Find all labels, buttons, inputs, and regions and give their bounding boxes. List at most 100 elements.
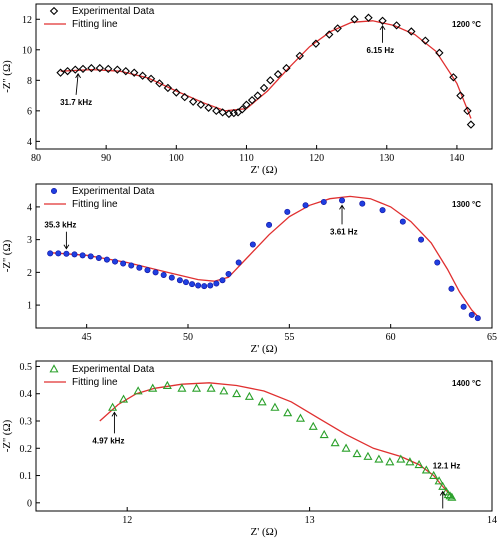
temperature-label: 1200 °C (452, 20, 481, 29)
data-point (363, 451, 373, 460)
y-axis-label: -Z'' (Ω) (1, 419, 13, 452)
frequency-annotation: 12.1 Hz (433, 461, 461, 470)
y-tick-label: 1 (27, 301, 32, 312)
data-point (374, 454, 384, 463)
x-tick-label: 110 (239, 153, 254, 164)
data-point (152, 269, 159, 276)
data-point (421, 465, 431, 474)
y-tick-label: 0 (27, 498, 32, 509)
data-point (385, 457, 395, 466)
x-tick-label: 130 (379, 153, 394, 164)
data-point (284, 208, 291, 215)
data-point (456, 91, 465, 100)
temperature-label: 1400 °C (452, 379, 481, 388)
y-tick-label: 4 (27, 202, 32, 213)
x-axis-label: Z' (Ω) (251, 164, 278, 176)
data-point (429, 470, 439, 479)
data-point (188, 97, 198, 106)
y-axis-label: -Z'' (Ω) (1, 60, 13, 93)
y-tick-label: 4 (27, 137, 32, 148)
y-tick-label: 10 (22, 45, 32, 56)
data-point (378, 16, 387, 25)
data-point (71, 251, 78, 258)
annotation-arrowhead (339, 204, 345, 210)
y-tick-label: 0.2 (20, 444, 33, 455)
x-tick-label: 55 (284, 332, 294, 343)
data-point (308, 421, 318, 430)
data-point (295, 413, 306, 422)
frequency-annotation: 6.15 Hz (367, 46, 395, 55)
data-point (235, 259, 242, 266)
data-point (130, 68, 139, 77)
data-point (364, 13, 373, 22)
data-point (191, 383, 202, 392)
data-point (325, 30, 334, 39)
data-point (120, 260, 127, 267)
x-tick-label: 140 (449, 153, 464, 164)
data-point (302, 202, 309, 209)
data-point (273, 70, 283, 79)
legend-experimental-label: Experimental Data (72, 364, 155, 375)
data-point (104, 64, 113, 74)
data-point (172, 88, 181, 97)
data-point (87, 253, 94, 260)
data-point (407, 27, 416, 36)
data-point (121, 66, 130, 76)
data-point (204, 103, 213, 112)
annotation-arrow (75, 73, 79, 95)
legend-fit-label: Fitting line (72, 199, 118, 210)
data-point (144, 267, 151, 274)
data-point (339, 197, 346, 204)
plot-frame (35, 3, 493, 150)
data-point (195, 282, 202, 289)
frequency-annotation: 3.61 Hz (330, 227, 358, 236)
data-point (146, 74, 156, 83)
plot-frame (35, 360, 493, 512)
data-point (474, 315, 481, 322)
data-point (138, 71, 147, 80)
x-axis-label: Z' (Ω) (251, 343, 278, 355)
annotation-arrowhead (439, 490, 446, 496)
data-point (219, 277, 226, 284)
data-point (460, 303, 467, 310)
data-point (438, 481, 448, 490)
data-point (247, 95, 257, 105)
data-point (448, 285, 455, 292)
y-tick-label: 12 (22, 15, 32, 26)
frequency-annotation: 4.97 kHz (92, 436, 124, 445)
data-point (350, 15, 359, 24)
legend-fit-label: Fitting line (72, 19, 118, 30)
frequency-annotation: 35.3 kHz (44, 221, 76, 230)
y-axis-label: -Z'' (Ω) (1, 239, 13, 272)
data-point (112, 258, 119, 265)
data-point (189, 281, 196, 288)
fitting-line (50, 195, 479, 317)
data-point (257, 397, 267, 406)
data-point (103, 256, 110, 263)
data-point (182, 279, 189, 286)
legend-marker (49, 6, 59, 16)
x-tick-label: 65 (487, 332, 497, 343)
legend-marker (49, 364, 59, 373)
panel-1300c: 45 50 55 60 65 1 2 3 4 Z' (Ω) -Z'' (Ω) Experimental… (1, 183, 497, 355)
panel-1200c: 80 90 100 110 120 130 140 4 6 8 10 12 Z' (Ω) -Z'' (Ω)… (1, 3, 493, 176)
data-point (242, 100, 251, 109)
data-point (133, 386, 143, 395)
x-tick-label: 120 (309, 153, 324, 164)
x-tick-label: 13 (305, 515, 315, 526)
data-point (160, 271, 167, 278)
annotation-arrowhead (379, 24, 386, 31)
y-tick-label: 6 (27, 106, 32, 117)
data-point (259, 83, 269, 93)
x-tick-label: 80 (31, 153, 41, 164)
legend-experimental-label: Experimental Data (72, 6, 155, 17)
frequency-annotation: 31.7 kHz (60, 98, 92, 107)
data-point (399, 218, 406, 225)
data-point (295, 51, 304, 61)
data-point (434, 259, 441, 266)
data-point (55, 250, 62, 257)
y-tick-label: 0.3 (20, 417, 33, 428)
plot-frame (35, 183, 493, 329)
data-point (466, 120, 476, 129)
